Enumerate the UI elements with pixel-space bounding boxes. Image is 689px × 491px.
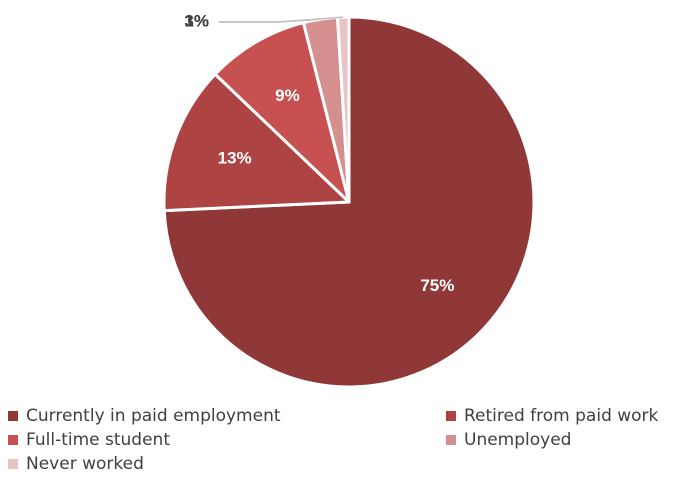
- legend-item-currently-in-paid-employment: Currently in paid employment: [8, 405, 281, 427]
- data-label-unemployed: 3%: [184, 11, 209, 30]
- leader-line-never-worked: [219, 16, 344, 23]
- legend-item-retired-from-paid-work: Retired from paid work: [446, 405, 658, 427]
- data-label-never-worked: 1%: [184, 11, 209, 30]
- legend-item-full-time-student: Full-time student: [8, 429, 170, 451]
- pie-chart: 75% 13% 9% 3%1%: [162, 11, 536, 389]
- pie-slice-retired-from-paid-work: [162, 72, 351, 213]
- data-label-currently-in-paid-employment: 75%: [420, 276, 454, 295]
- legend-swatch: [8, 435, 18, 445]
- pie-slices: [162, 15, 536, 389]
- data-label-full-time-student: 9%: [275, 86, 300, 105]
- data-label-retired-from-paid-work: 13%: [218, 149, 252, 168]
- legend-label: Never worked: [26, 454, 144, 474]
- legend-swatch: [446, 411, 456, 421]
- legend-label: Full-time student: [26, 430, 171, 450]
- legend-item-unemployed: Unemployed: [446, 429, 571, 451]
- legend: Currently in paid employment Retired fro…: [0, 405, 689, 491]
- legend-label: Unemployed: [464, 430, 572, 450]
- pie-slice-full-time-student: [213, 21, 351, 204]
- legend-item-never-worked: Never worked: [8, 453, 144, 475]
- legend-label: Currently in paid employment: [26, 406, 281, 426]
- legend-swatch: [8, 411, 18, 421]
- legend-label: Retired from paid work: [464, 406, 659, 426]
- legend-swatch: [446, 435, 456, 445]
- legend-swatch: [8, 459, 18, 469]
- leader-lines: [219, 16, 344, 23]
- data-labels: 75% 13% 9% 3%1%: [184, 11, 454, 294]
